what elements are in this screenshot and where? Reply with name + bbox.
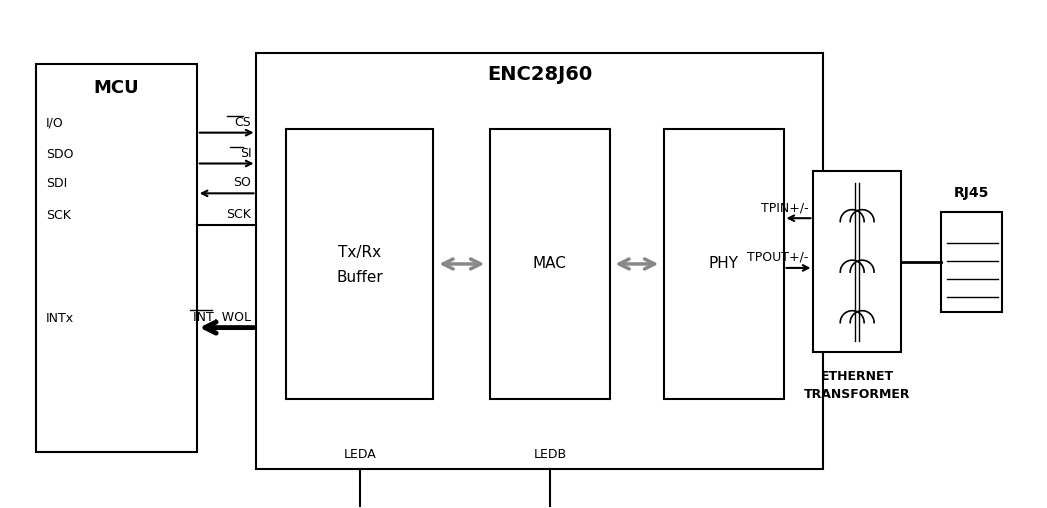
Bar	[940, 212, 1002, 312]
Bar	[814, 172, 900, 353]
Text: INTx: INTx	[46, 311, 73, 325]
Text: Tx/Rx: Tx/Rx	[338, 244, 381, 260]
Text: SCK: SCK	[46, 209, 70, 222]
Text: TPOUT+/-: TPOUT+/-	[748, 251, 808, 264]
Text: Buffer: Buffer	[336, 270, 383, 285]
Text: LEDA: LEDA	[343, 448, 376, 461]
Text: TPIN+/-: TPIN+/-	[761, 201, 808, 214]
Text: MCU: MCU	[93, 79, 139, 97]
Text: SDI: SDI	[46, 177, 67, 190]
Bar	[286, 129, 433, 399]
Text: PHY: PHY	[709, 257, 739, 271]
Text: SDO: SDO	[46, 147, 73, 161]
Bar	[490, 129, 609, 399]
Text: INT, WOL: INT, WOL	[194, 310, 251, 324]
Text: MAC: MAC	[533, 257, 566, 271]
Text: TRANSFORMER: TRANSFORMER	[804, 388, 911, 401]
Text: ENC28J60: ENC28J60	[487, 65, 593, 84]
Text: I/O: I/O	[46, 117, 64, 130]
Text: SO: SO	[233, 176, 251, 189]
Bar	[36, 64, 197, 452]
Text: ETHERNET: ETHERNET	[821, 370, 894, 384]
Text: SI: SI	[240, 146, 251, 160]
Text: SCK: SCK	[226, 208, 251, 221]
Text: RJ45: RJ45	[954, 186, 989, 200]
Bar	[257, 53, 823, 469]
Bar	[664, 129, 783, 399]
Text: CS: CS	[235, 116, 251, 129]
Text: LEDB: LEDB	[533, 448, 566, 461]
